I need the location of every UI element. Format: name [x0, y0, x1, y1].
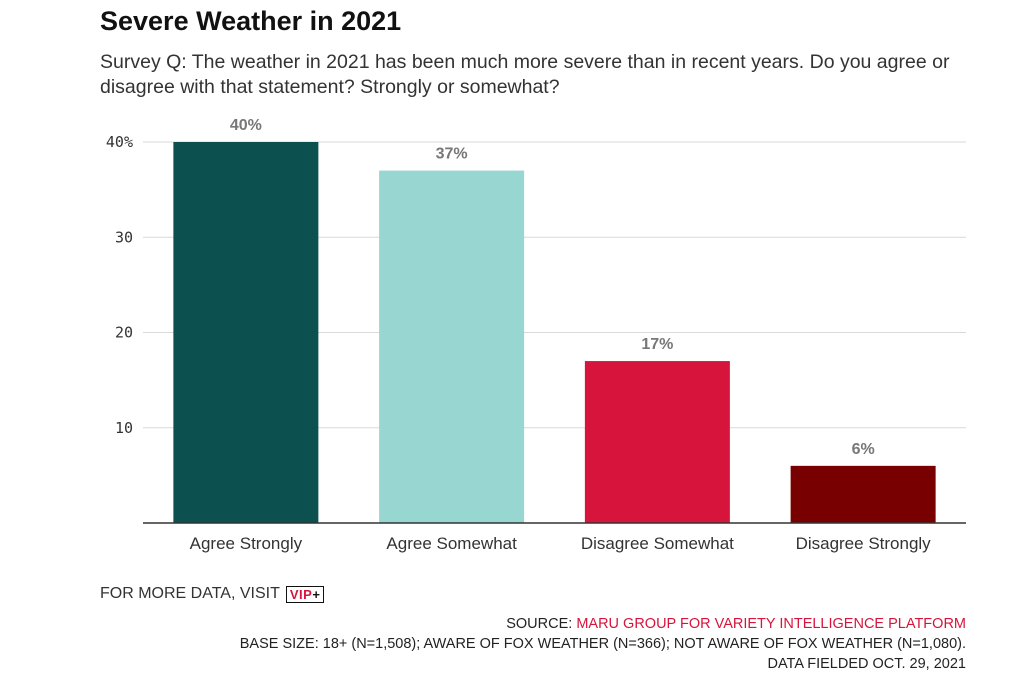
bars	[173, 142, 936, 523]
category-label: Disagree Somewhat	[581, 534, 734, 553]
bar	[379, 170, 525, 523]
y-tick-label: 30	[115, 228, 133, 246]
more-data-link[interactable]: FOR MORE DATA, VISIT VIP+	[100, 585, 325, 603]
vip-plus-sign: +	[312, 586, 321, 602]
y-axis-ticks: 10 20 30 40%	[106, 133, 133, 437]
category-label: Agree Strongly	[190, 534, 303, 553]
x-axis-categories: Agree Strongly Agree Somewhat Disagree Som…	[190, 534, 932, 553]
source-org: MARU GROUP FOR VARIETY INTELLIGENCE PLAT…	[576, 616, 966, 632]
bar-value-label: 17%	[641, 336, 673, 353]
category-label: Disagree Strongly	[796, 534, 932, 553]
data-labels: 40% 37% 17% 6%	[230, 117, 875, 458]
source-line: SOURCE: MARU GROUP FOR VARIETY INTELLIGE…	[240, 614, 966, 634]
y-tick-label: 40%	[106, 133, 133, 151]
base-size-note: BASE SIZE: 18+ (N=1,508); AWARE OF FOX W…	[239, 636, 966, 652]
vip-text: VIP	[289, 586, 313, 602]
chart-footer: SOURCE: MARU GROUP FOR VARIETY INTELLIGE…	[240, 614, 966, 674]
fielded-date: DATA FIELDED OCT. 29, 2021	[767, 656, 966, 672]
bar-value-label: 37%	[436, 146, 468, 163]
vip-plus-logo[interactable]: VIP+	[285, 585, 325, 603]
chart-subtitle: Survey Q: The weather in 2021 has been m…	[100, 51, 950, 98]
y-tick-label: 10	[115, 419, 133, 437]
y-tick-label: 20	[115, 324, 133, 342]
bar	[584, 361, 730, 523]
bar	[173, 142, 319, 523]
more-data-text: FOR MORE DATA, VISIT	[100, 585, 280, 602]
bar-value-label: 40%	[230, 117, 262, 134]
bar	[790, 465, 936, 523]
chart-title: Severe Weather in 2021	[100, 6, 402, 36]
source-prefix: SOURCE:	[506, 616, 577, 632]
bar-value-label: 6%	[852, 441, 875, 458]
category-label: Agree Somewhat	[386, 534, 517, 553]
